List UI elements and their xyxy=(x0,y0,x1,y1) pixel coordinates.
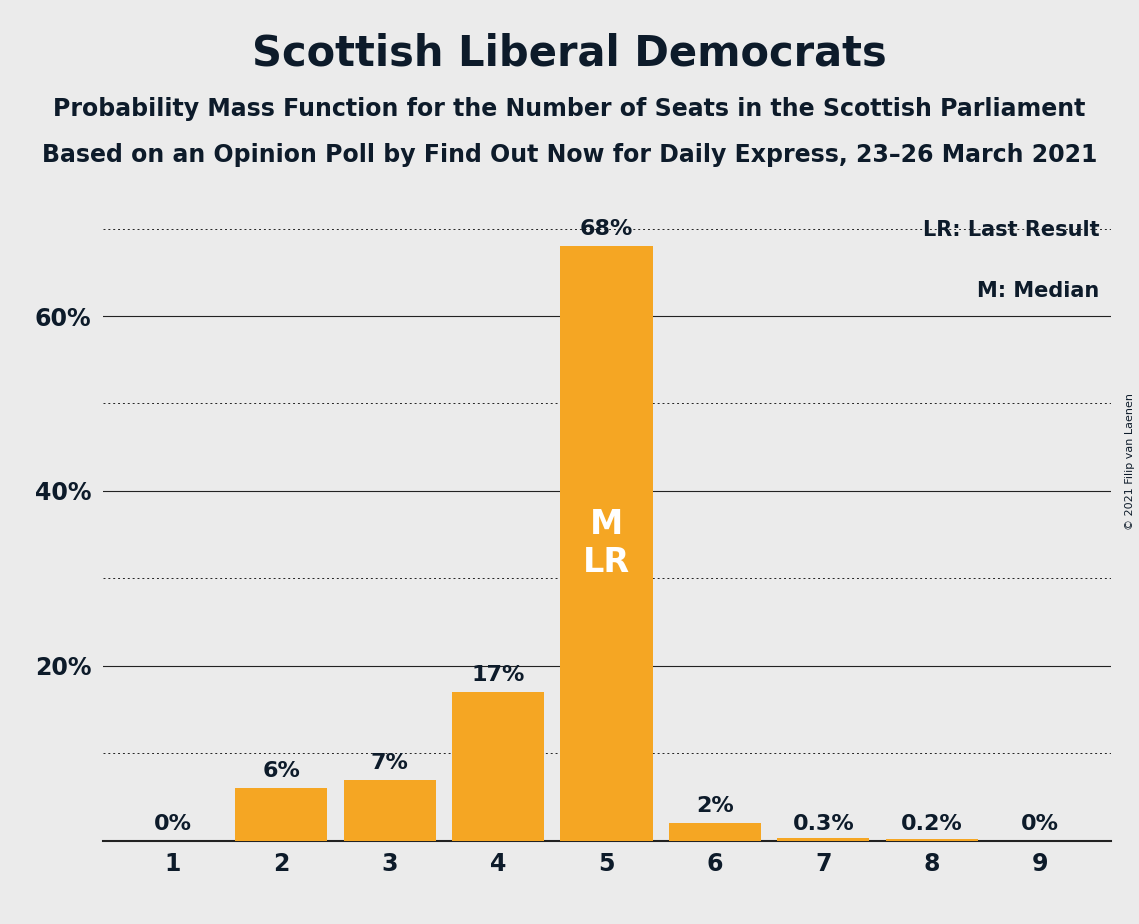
Text: 2%: 2% xyxy=(696,796,734,816)
Text: © 2021 Filip van Laenen: © 2021 Filip van Laenen xyxy=(1125,394,1134,530)
Text: 0%: 0% xyxy=(1021,814,1059,833)
Text: Based on an Opinion Poll by Find Out Now for Daily Express, 23–26 March 2021: Based on an Opinion Poll by Find Out Now… xyxy=(42,143,1097,167)
Text: 0%: 0% xyxy=(154,814,192,833)
Bar xyxy=(236,788,327,841)
Text: M
LR: M LR xyxy=(583,508,630,579)
Text: 6%: 6% xyxy=(262,761,301,782)
Text: 17%: 17% xyxy=(472,665,525,685)
Text: Scottish Liberal Democrats: Scottish Liberal Democrats xyxy=(252,32,887,74)
Bar xyxy=(452,692,544,841)
Bar xyxy=(777,838,869,841)
Text: 0.2%: 0.2% xyxy=(901,814,962,833)
Bar xyxy=(669,823,761,841)
Text: 7%: 7% xyxy=(371,753,409,772)
Text: Probability Mass Function for the Number of Seats in the Scottish Parliament: Probability Mass Function for the Number… xyxy=(54,97,1085,121)
Bar xyxy=(344,780,436,841)
Bar xyxy=(560,246,653,841)
Text: LR: Last Result: LR: Last Result xyxy=(923,220,1099,240)
Text: M: Median: M: Median xyxy=(977,281,1099,301)
Bar xyxy=(886,839,977,841)
Text: 0.3%: 0.3% xyxy=(793,814,854,833)
Text: 68%: 68% xyxy=(580,219,633,239)
